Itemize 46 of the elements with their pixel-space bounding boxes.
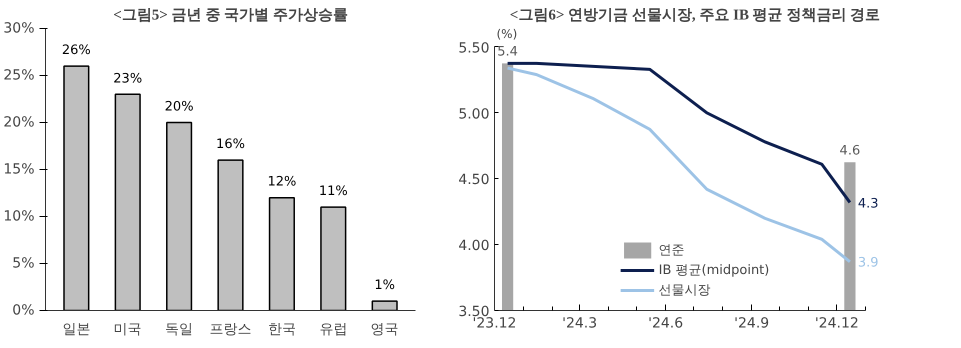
y-tick-label: 25% xyxy=(3,68,35,84)
x-tick-label: 프랑스 xyxy=(210,322,252,338)
bar xyxy=(217,159,244,310)
data-label: 12% xyxy=(267,174,296,190)
data-label: 3.9 xyxy=(858,256,879,271)
x-tick-label: 유럽 xyxy=(319,322,348,338)
y-tick-label: 5% xyxy=(12,256,35,272)
data-label: 11% xyxy=(318,184,348,200)
y-tick-label: 20% xyxy=(3,114,35,130)
data-label: 4.3 xyxy=(858,196,879,212)
data-label: 26% xyxy=(62,43,91,58)
x-tick-label: '24.9 xyxy=(734,316,770,332)
x-tick-label: 영국 xyxy=(370,322,399,338)
data-label: 4.6 xyxy=(840,143,860,158)
y-axis-title: (%) xyxy=(496,26,518,41)
bar xyxy=(63,65,90,310)
data-label: 20% xyxy=(164,100,194,114)
data-label: 5.4 xyxy=(497,44,518,60)
data-label: 23% xyxy=(113,71,142,86)
x-tick-label: 한국 xyxy=(268,322,296,338)
chart-title: <그림6> 연방기금 선물시장, 주요 IB 평균 정책금리 경로 xyxy=(510,8,880,24)
y-tick-label: 30% xyxy=(3,20,35,36)
x-tick-label: '24.12 xyxy=(814,316,859,332)
x-tick-label: 미국 xyxy=(114,322,142,338)
bar xyxy=(268,196,295,310)
y-tick-label: 5.00 xyxy=(458,106,490,122)
bar xyxy=(114,94,141,310)
y-tick-label: 4.00 xyxy=(458,238,490,254)
x-tick-label: 일본 xyxy=(62,322,90,338)
legend-label: IB 평균(midpoint) xyxy=(658,262,770,279)
x-tick-label: 독일 xyxy=(165,322,194,338)
legend-label: 선물시장 xyxy=(658,282,711,299)
chart-title: <그림5> 금년 중 국가별 주가상승률 xyxy=(113,8,348,24)
data-label: 16% xyxy=(216,137,245,152)
y-tick-label: 10% xyxy=(3,208,35,224)
bar xyxy=(320,206,346,310)
x-tick-label: '24.6 xyxy=(648,316,684,332)
y-tick-label: 5.50 xyxy=(458,40,490,56)
data-label: 1% xyxy=(374,278,395,294)
x-tick-label: '24.3 xyxy=(562,316,598,332)
y-tick-label: 0% xyxy=(12,302,35,318)
y-tick-label: 4.50 xyxy=(458,172,490,188)
bar xyxy=(166,122,192,310)
y-tick-label: 15% xyxy=(3,162,35,178)
legend-label: 연준 xyxy=(658,242,685,259)
bar xyxy=(372,300,398,310)
